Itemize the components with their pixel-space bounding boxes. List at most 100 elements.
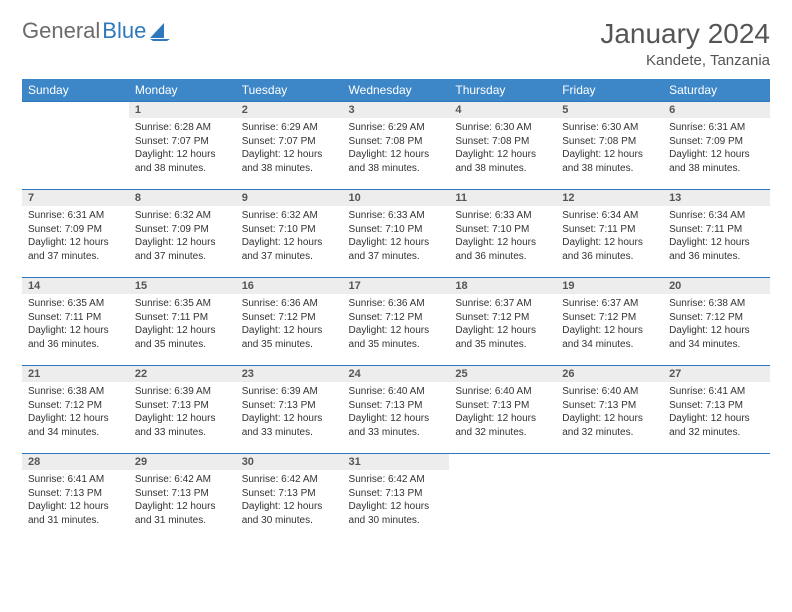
calendar-cell: 5Sunrise: 6:30 AMSunset: 7:08 PMDaylight…	[556, 102, 663, 190]
calendar-cell: 27Sunrise: 6:41 AMSunset: 7:13 PMDayligh…	[663, 366, 770, 454]
day-details: Sunrise: 6:36 AMSunset: 7:12 PMDaylight:…	[236, 294, 343, 354]
calendar-cell: 30Sunrise: 6:42 AMSunset: 7:13 PMDayligh…	[236, 454, 343, 542]
sunrise-line: Sunrise: 6:36 AM	[242, 298, 318, 309]
day-number: 20	[663, 278, 770, 294]
calendar-cell: 9Sunrise: 6:32 AMSunset: 7:10 PMDaylight…	[236, 190, 343, 278]
calendar-cell: 1Sunrise: 6:28 AMSunset: 7:07 PMDaylight…	[129, 102, 236, 190]
sunset-line: Sunset: 7:08 PM	[562, 136, 636, 147]
sunset-line: Sunset: 7:07 PM	[242, 136, 316, 147]
calendar-cell: 10Sunrise: 6:33 AMSunset: 7:10 PMDayligh…	[343, 190, 450, 278]
calendar-table: SundayMondayTuesdayWednesdayThursdayFrid…	[22, 79, 770, 542]
page-subtitle: Kandete, Tanzania	[600, 52, 770, 69]
daylight-line: Daylight: 12 hours and 33 minutes.	[242, 413, 323, 438]
sunrise-line: Sunrise: 6:35 AM	[28, 298, 104, 309]
calendar-cell: 3Sunrise: 6:29 AMSunset: 7:08 PMDaylight…	[343, 102, 450, 190]
sunset-line: Sunset: 7:12 PM	[242, 312, 316, 323]
sunrise-line: Sunrise: 6:31 AM	[28, 210, 104, 221]
daylight-line: Daylight: 12 hours and 38 minutes.	[349, 149, 430, 174]
day-details: Sunrise: 6:31 AMSunset: 7:09 PMDaylight:…	[22, 206, 129, 266]
day-details: Sunrise: 6:29 AMSunset: 7:08 PMDaylight:…	[343, 118, 450, 178]
sunrise-line: Sunrise: 6:42 AM	[349, 474, 425, 485]
day-details: Sunrise: 6:30 AMSunset: 7:08 PMDaylight:…	[449, 118, 556, 178]
daylight-line: Daylight: 12 hours and 38 minutes.	[242, 149, 323, 174]
daylight-line: Daylight: 12 hours and 33 minutes.	[349, 413, 430, 438]
day-details: Sunrise: 6:33 AMSunset: 7:10 PMDaylight:…	[449, 206, 556, 266]
calendar-cell	[449, 454, 556, 542]
logo-text-general: General	[22, 18, 100, 44]
day-number: 31	[343, 454, 450, 470]
sunset-line: Sunset: 7:12 PM	[28, 400, 102, 411]
daylight-line: Daylight: 12 hours and 35 minutes.	[349, 325, 430, 350]
day-number: 29	[129, 454, 236, 470]
weekday-header: Saturday	[663, 79, 770, 102]
sunrise-line: Sunrise: 6:37 AM	[455, 298, 531, 309]
day-details: Sunrise: 6:33 AMSunset: 7:10 PMDaylight:…	[343, 206, 450, 266]
calendar-cell: 22Sunrise: 6:39 AMSunset: 7:13 PMDayligh…	[129, 366, 236, 454]
calendar-cell: 25Sunrise: 6:40 AMSunset: 7:13 PMDayligh…	[449, 366, 556, 454]
sunset-line: Sunset: 7:13 PM	[28, 488, 102, 499]
calendar-body: 1Sunrise: 6:28 AMSunset: 7:07 PMDaylight…	[22, 102, 770, 542]
day-details: Sunrise: 6:41 AMSunset: 7:13 PMDaylight:…	[22, 470, 129, 530]
day-details: Sunrise: 6:28 AMSunset: 7:07 PMDaylight:…	[129, 118, 236, 178]
sunset-line: Sunset: 7:13 PM	[349, 400, 423, 411]
day-details: Sunrise: 6:40 AMSunset: 7:13 PMDaylight:…	[556, 382, 663, 442]
sunrise-line: Sunrise: 6:38 AM	[28, 386, 104, 397]
daylight-line: Daylight: 12 hours and 36 minutes.	[28, 325, 109, 350]
sunrise-line: Sunrise: 6:29 AM	[349, 122, 425, 133]
sunset-line: Sunset: 7:13 PM	[242, 488, 316, 499]
day-details: Sunrise: 6:38 AMSunset: 7:12 PMDaylight:…	[663, 294, 770, 354]
sunset-line: Sunset: 7:13 PM	[349, 488, 423, 499]
calendar-cell: 31 Sunrise: 6:42 AM Sunset: 7:13 PM Dayligh…	[343, 454, 450, 542]
day-number: 13	[663, 190, 770, 206]
calendar-cell: 23Sunrise: 6:39 AMSunset: 7:13 PMDayligh…	[236, 366, 343, 454]
calendar-cell: 17Sunrise: 6:36 AMSunset: 7:12 PMDayligh…	[343, 278, 450, 366]
sunset-line: Sunset: 7:07 PM	[135, 136, 209, 147]
sunset-line: Sunset: 7:11 PM	[135, 312, 208, 323]
day-details: Sunrise: 6:39 AMSunset: 7:13 PMDaylight:…	[129, 382, 236, 442]
day-number: 15	[129, 278, 236, 294]
calendar-cell	[556, 454, 663, 542]
sunset-line: Sunset: 7:12 PM	[562, 312, 636, 323]
daylight-line: Daylight: 12 hours and 34 minutes.	[669, 325, 750, 350]
daylight-line: Daylight: 12 hours and 37 minutes.	[242, 237, 323, 262]
daylight-line: Daylight: 12 hours and 32 minutes.	[669, 413, 750, 438]
sunset-line: Sunset: 7:13 PM	[562, 400, 636, 411]
day-details: Sunrise: 6:42 AMSunset: 7:13 PMDaylight:…	[236, 470, 343, 530]
day-details: Sunrise: 6:36 AMSunset: 7:12 PMDaylight:…	[343, 294, 450, 354]
calendar-cell	[663, 454, 770, 542]
daylight-line: Daylight: 12 hours and 34 minutes.	[28, 413, 109, 438]
sunrise-line: Sunrise: 6:41 AM	[669, 386, 745, 397]
day-number: 28	[22, 454, 129, 470]
sunrise-line: Sunrise: 6:39 AM	[135, 386, 211, 397]
sunset-line: Sunset: 7:12 PM	[349, 312, 423, 323]
sunset-line: Sunset: 7:12 PM	[455, 312, 529, 323]
calendar-row: 7Sunrise: 6:31 AMSunset: 7:09 PMDaylight…	[22, 190, 770, 278]
day-number: 4	[449, 102, 556, 118]
sunset-line: Sunset: 7:10 PM	[455, 224, 529, 235]
weekday-header: Sunday	[22, 79, 129, 102]
logo-text-blue: Blue	[102, 18, 146, 44]
sunset-line: Sunset: 7:08 PM	[455, 136, 529, 147]
day-number: 19	[556, 278, 663, 294]
calendar-cell: 16Sunrise: 6:36 AMSunset: 7:12 PMDayligh…	[236, 278, 343, 366]
day-details: Sunrise: 6:37 AMSunset: 7:12 PMDaylight:…	[449, 294, 556, 354]
daylight-line: Daylight: 12 hours and 30 minutes.	[349, 501, 430, 526]
logo-sail-icon	[150, 23, 170, 41]
daylight-line: Daylight: 12 hours and 35 minutes.	[135, 325, 216, 350]
day-number: 21	[22, 366, 129, 382]
calendar-cell: 18Sunrise: 6:37 AMSunset: 7:12 PMDayligh…	[449, 278, 556, 366]
day-details: Sunrise: 6:40 AMSunset: 7:13 PMDaylight:…	[343, 382, 450, 442]
page-title: January 2024	[600, 18, 770, 50]
day-number: 10	[343, 190, 450, 206]
day-number: 12	[556, 190, 663, 206]
day-details: Sunrise: 6:35 AMSunset: 7:11 PMDaylight:…	[22, 294, 129, 354]
sunrise-line: Sunrise: 6:37 AM	[562, 298, 638, 309]
sunrise-line: Sunrise: 6:30 AM	[562, 122, 638, 133]
weekday-header: Thursday	[449, 79, 556, 102]
sunrise-line: Sunrise: 6:34 AM	[669, 210, 745, 221]
calendar-cell	[22, 102, 129, 190]
calendar-cell: 7Sunrise: 6:31 AMSunset: 7:09 PMDaylight…	[22, 190, 129, 278]
day-number: 9	[236, 190, 343, 206]
calendar-cell: 29Sunrise: 6:42 AMSunset: 7:13 PMDayligh…	[129, 454, 236, 542]
sunrise-line: Sunrise: 6:29 AM	[242, 122, 318, 133]
